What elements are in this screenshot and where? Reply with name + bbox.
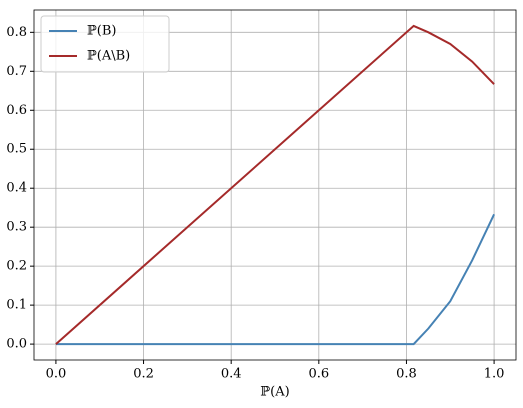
y-tick-label: 0.1 bbox=[6, 298, 27, 313]
x-tick-label: 0.2 bbox=[133, 367, 154, 382]
plot-frame bbox=[33, 9, 517, 361]
x-tick-label: 1.0 bbox=[484, 367, 505, 382]
x-tick-label: 0.0 bbox=[46, 367, 67, 382]
legend-label: ℙ(A\B) bbox=[87, 49, 130, 64]
y-tick-label: 0.3 bbox=[6, 220, 27, 235]
x-tick-label: 0.8 bbox=[396, 367, 417, 382]
y-tick-label: 0.4 bbox=[6, 181, 27, 196]
x-tick-label: 0.6 bbox=[308, 367, 329, 382]
y-tick-label: 0.5 bbox=[6, 142, 27, 157]
x-axis-label: ℙ(A) bbox=[260, 385, 289, 400]
y-tick-label: 0.6 bbox=[6, 103, 27, 118]
line bbox=[55, 213, 495, 346]
line bbox=[55, 24, 495, 345]
y-tick-label: 0.2 bbox=[6, 259, 27, 274]
x-tick-label: 0.4 bbox=[221, 367, 242, 382]
y-tick-label: 0.7 bbox=[6, 64, 27, 79]
y-tick-label: 0.8 bbox=[6, 25, 27, 40]
y-tick-label: 0.0 bbox=[6, 337, 27, 352]
legend-label: ℙ(B) bbox=[87, 24, 116, 39]
